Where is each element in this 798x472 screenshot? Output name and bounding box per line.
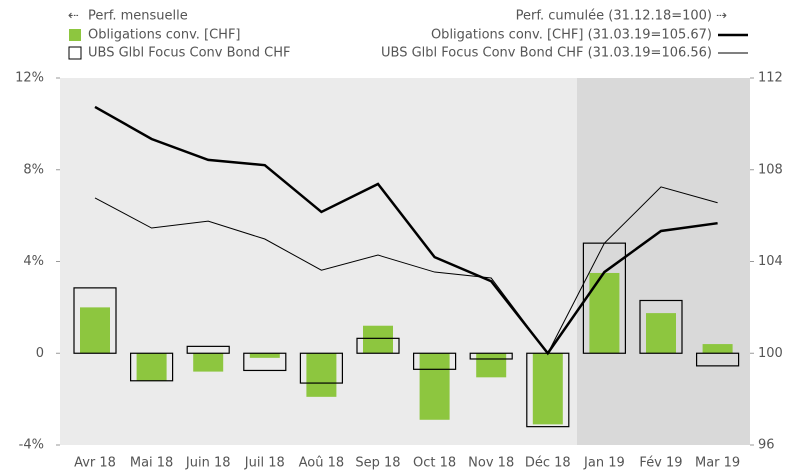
x-tick-label: Avr 18 — [74, 456, 116, 471]
bar — [306, 353, 337, 397]
bar — [73, 287, 117, 354]
bar — [249, 353, 280, 358]
y-tick-label: 4% — [23, 254, 44, 269]
legend-label: UBS Glbl Focus Conv Bond CHF (31.03.19=1… — [381, 46, 712, 61]
x-tick-label: Fév 19 — [639, 456, 682, 471]
right-arrow: ⇢ — [716, 9, 727, 24]
legend-swatch — [68, 46, 82, 60]
left-legend-title: Perf. mensuelle — [88, 9, 188, 24]
bar — [419, 353, 450, 420]
y2-tick-label: 112 — [758, 71, 783, 86]
bar — [413, 352, 457, 370]
x-tick-label: Juil 18 — [244, 456, 285, 471]
x-tick-label: Aoû 18 — [299, 456, 345, 471]
y2-tick-label: 104 — [758, 254, 783, 269]
bar — [130, 352, 174, 382]
x-tick-label: Mar 19 — [695, 456, 740, 471]
bar — [243, 352, 287, 372]
highlight-band — [577, 78, 750, 445]
bar — [532, 353, 563, 425]
bar — [646, 313, 676, 354]
x-tick-label: Mai 18 — [130, 456, 173, 471]
bar — [356, 337, 400, 354]
y2-tick-label: 96 — [758, 438, 775, 453]
x-tick-label: Juin 18 — [185, 456, 231, 471]
x-tick-label: Sep 18 — [355, 456, 400, 471]
bar — [702, 344, 733, 354]
x-tick-label: Déc 18 — [525, 456, 571, 471]
bar — [469, 352, 513, 360]
bar — [695, 352, 740, 367]
bar — [639, 299, 683, 354]
bar — [476, 353, 507, 378]
y-tick-label: -4% — [19, 438, 44, 453]
x-tick-label: Oct 18 — [413, 456, 456, 471]
x-tick-label: Jan 19 — [583, 456, 625, 471]
y2-tick-label: 108 — [758, 162, 783, 177]
legend-label: Obligations conv. [CHF] (31.03.19=105.67… — [431, 28, 712, 43]
bar — [136, 353, 167, 381]
bar — [186, 345, 230, 354]
legend-swatch — [69, 29, 81, 41]
bar — [299, 352, 343, 384]
bar — [80, 307, 110, 354]
line — [94, 186, 718, 355]
y2-tick-label: 100 — [758, 346, 783, 361]
bar — [363, 325, 393, 354]
left-arrow: ⇠ — [68, 9, 79, 24]
x-tick-label: Nov 18 — [468, 456, 514, 471]
right-legend-title: Perf. cumulée (31.12.18=100) — [516, 9, 712, 24]
y-tick-label: 12% — [15, 71, 44, 86]
legend-label: UBS Glbl Focus Conv Bond CHF — [88, 46, 290, 61]
legend: ⇠ Perf. mensuelle Perf. cumulée (31.12.1… — [68, 9, 727, 24]
y-tick-label: 0 — [36, 346, 44, 361]
bar — [193, 353, 224, 372]
line — [94, 105, 718, 356]
legend-label: Obligations conv. [CHF] — [88, 28, 241, 43]
y-tick-label: 8% — [23, 162, 44, 177]
